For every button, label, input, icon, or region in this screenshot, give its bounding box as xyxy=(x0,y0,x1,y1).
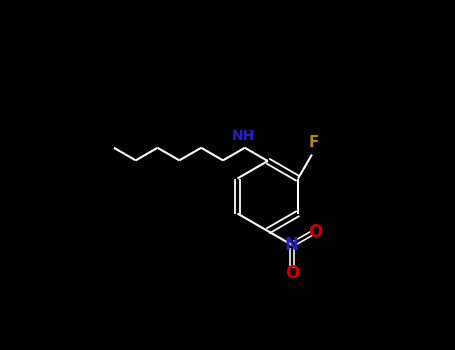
Text: O: O xyxy=(308,223,323,241)
Text: F: F xyxy=(308,135,319,150)
Text: N: N xyxy=(285,236,298,254)
Text: NH: NH xyxy=(232,128,255,142)
Text: O: O xyxy=(285,264,299,282)
